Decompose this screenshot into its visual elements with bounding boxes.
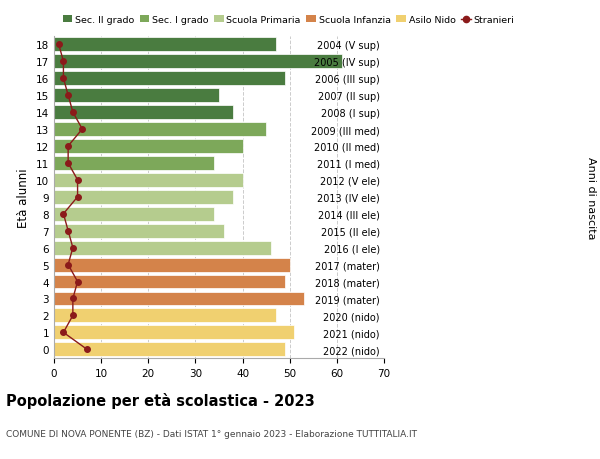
Bar (54, 326, 295, 340)
Bar (54, 106, 233, 120)
Bar (54, 275, 285, 289)
Bar (54, 72, 285, 86)
Bar (54, 241, 271, 255)
Bar (54, 342, 285, 357)
Bar (54, 190, 233, 204)
Bar (54, 157, 214, 170)
Text: COMUNE DI NOVA PONENTE (BZ) - Dati ISTAT 1° gennaio 2023 - Elaborazione TUTTITAL: COMUNE DI NOVA PONENTE (BZ) - Dati ISTAT… (6, 429, 417, 438)
Bar (54, 140, 242, 154)
Bar (54, 309, 275, 323)
Y-axis label: Età alunni: Età alunni (17, 168, 31, 227)
Bar (54, 89, 219, 103)
Bar (54, 174, 242, 187)
Bar (54, 224, 224, 238)
Bar (54, 207, 214, 221)
Bar (54, 258, 290, 272)
Bar (54, 123, 266, 137)
Bar (54, 292, 304, 306)
Legend: Sec. II grado, Sec. I grado, Scuola Primaria, Scuola Infanzia, Asilo Nido, Stran: Sec. II grado, Sec. I grado, Scuola Prim… (59, 12, 518, 29)
Bar (54, 55, 341, 69)
Bar (54, 38, 275, 52)
Text: Anni di nascita: Anni di nascita (586, 156, 596, 239)
Text: Popolazione per età scolastica - 2023: Popolazione per età scolastica - 2023 (6, 392, 315, 409)
